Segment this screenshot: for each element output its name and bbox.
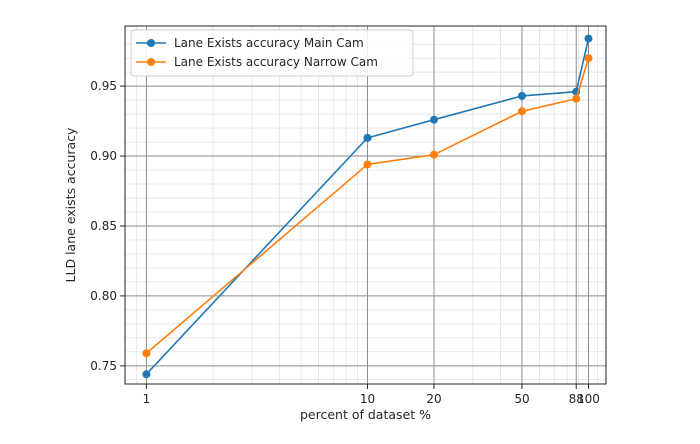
y-tick-label: 0.80 [90, 289, 117, 303]
data-point-lane-exists-accuracy-narrow-cam [142, 349, 151, 358]
data-point-lane-exists-accuracy-narrow-cam [572, 94, 581, 103]
data-point-lane-exists-accuracy-narrow-cam [429, 150, 438, 159]
legend: Lane Exists accuracy Main Cam Lane Exist… [130, 29, 414, 77]
x-tick-label: 20 [426, 392, 441, 406]
legend-box [130, 29, 414, 77]
series-layer [142, 34, 593, 379]
legend-label-main-cam: Lane Exists accuracy Main Cam [174, 36, 364, 50]
data-point-lane-exists-accuracy-narrow-cam [363, 160, 372, 169]
x-tick-label: 1 [143, 392, 151, 406]
data-point-lane-exists-accuracy-main-cam [429, 115, 438, 124]
y-axis-ticks: 0.75 0.80 0.85 0.90 0.95 [90, 79, 125, 373]
plot-frame [124, 25, 607, 385]
x-tick-label: 88 [569, 392, 584, 406]
legend-marker-narrow-cam [147, 58, 155, 66]
y-tick-label: 0.75 [90, 359, 117, 373]
data-point-lane-exists-accuracy-main-cam [363, 133, 372, 142]
y-tick-label: 0.85 [90, 219, 117, 233]
series-line-lane-exists-accuracy-narrow-cam [145, 57, 590, 354]
data-point-lane-exists-accuracy-main-cam [517, 91, 526, 100]
data-point-lane-exists-accuracy-main-cam [142, 370, 151, 379]
series-line-lane-exists-accuracy-main-cam [145, 38, 590, 375]
y-tick-label: 0.95 [90, 79, 117, 93]
plot-area [125, 26, 606, 384]
x-tick-label: 50 [514, 392, 529, 406]
legend-label-narrow-cam: Lane Exists accuracy Narrow Cam [174, 55, 378, 69]
legend-marker-main-cam [147, 39, 155, 47]
y-tick-label: 0.90 [90, 149, 117, 163]
x-tick-label: 10 [360, 392, 375, 406]
x-tick-label: 100 [577, 392, 600, 406]
legend-entry-main-cam: Lane Exists accuracy Main Cam [136, 36, 364, 50]
legend-entry-narrow-cam: Lane Exists accuracy Narrow Cam [136, 55, 378, 69]
major-grid [125, 26, 606, 384]
data-point-lane-exists-accuracy-narrow-cam [517, 107, 526, 116]
x-axis-label: percent of dataset % [300, 407, 431, 422]
data-point-lane-exists-accuracy-main-cam [584, 34, 593, 43]
y-axis-label: LLD lane exists accuracy [63, 127, 78, 282]
data-point-lane-exists-accuracy-narrow-cam [584, 54, 593, 63]
